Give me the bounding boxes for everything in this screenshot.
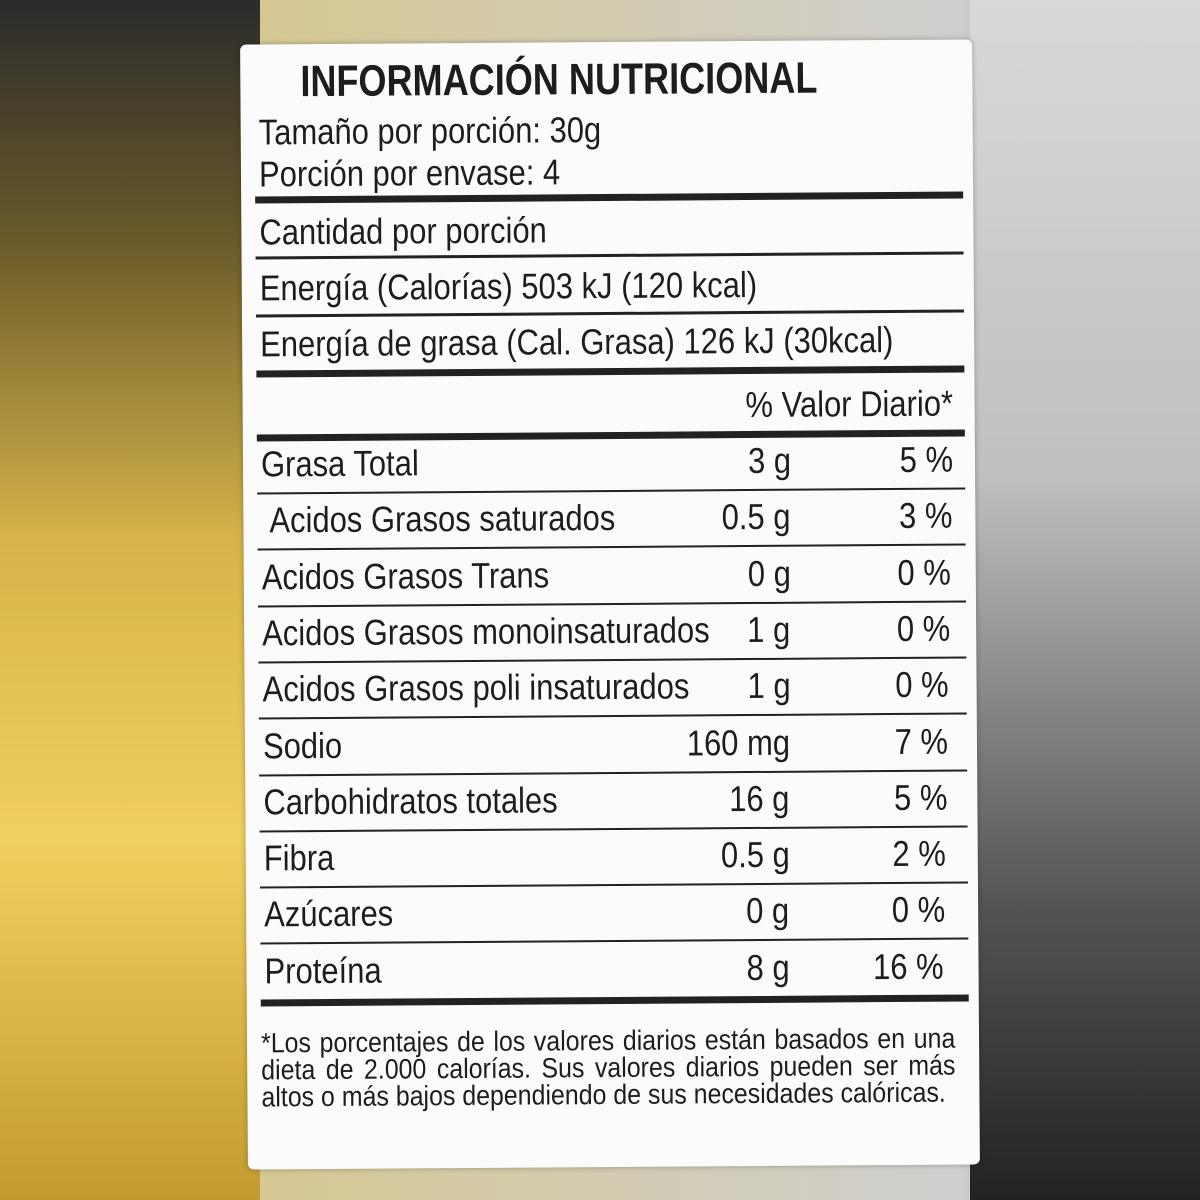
nutrient-daily-value: 0 %: [897, 551, 952, 593]
divider: [259, 881, 968, 889]
serving-size: Tamaño por porción: 30g: [258, 109, 602, 153]
nutrient-name: Proteína: [264, 949, 382, 992]
nutrient-amount: 16 g: [729, 777, 790, 819]
amount-header: Cantidad por porción: [259, 209, 547, 253]
nutrient-name: Acidos Grasos monoinsaturados: [262, 609, 710, 654]
nutrient-name: Sodio: [262, 724, 343, 766]
daily-value-header: % Valor Diario*: [744, 382, 953, 426]
package-background-left: [0, 0, 260, 1200]
nutrient-daily-value: 5 %: [899, 438, 954, 480]
nutrient-daily-value: 3 %: [898, 494, 953, 537]
nutrient-amount: 8 g: [745, 946, 790, 988]
nutrient-row: Sodio 160 mg 7 %: [240, 39, 972, 776]
nutrient-daily-value: 7 %: [894, 720, 949, 762]
divider: [256, 365, 965, 378]
divider: [257, 600, 966, 608]
nutrient-row: Acidos Grasos poli insaturados 1 g 0 %: [240, 39, 972, 720]
divider: [259, 825, 968, 833]
nutrient-amount: 1 g: [746, 664, 791, 707]
nutrient-amount: 0 g: [747, 552, 791, 594]
divider: [255, 309, 964, 318]
energy: Energía (Calorías) 503 kJ (120 kcal): [259, 263, 758, 309]
divider: [257, 487, 966, 495]
nutrient-row: Proteína 8 g 16 %: [240, 39, 972, 991]
nutrient-name: Azúcares: [264, 892, 394, 935]
nutrient-daily-value: 0 %: [891, 889, 946, 931]
divider: [260, 994, 969, 1007]
nutrient-daily-value: 16 %: [873, 945, 945, 987]
nutrient-daily-value: 2 %: [892, 832, 947, 875]
energy-from-fat: Energía de grasa (Cal. Grasa) 126 kJ (30…: [260, 319, 894, 365]
nutrient-daily-value: 0 %: [895, 663, 950, 706]
nutrient-amount: 0.5 g: [721, 496, 791, 538]
nutrient-name: Carbohidratos totales: [263, 779, 558, 823]
nutrient-amount: 160 mg: [686, 721, 791, 763]
nutrient-amount: 3 g: [747, 439, 792, 482]
nutrient-row: Fibra 0.5 g 2 %: [240, 39, 972, 889]
servings-per-container: Porción por envase: 4: [258, 151, 561, 195]
divider: [260, 937, 969, 945]
footnote: *Los porcentajes de los valores diarios …: [260, 1022, 956, 1113]
nutrient-daily-value: 0 %: [896, 607, 951, 649]
nutrient-name: Grasa Total: [260, 442, 419, 485]
divider: [258, 656, 967, 664]
nutrient-name: Acidos Grasos Trans: [261, 554, 550, 598]
divider: [258, 712, 967, 720]
nutrient-row: Azúcares 0 g 0 %: [240, 39, 972, 945]
nutrient-row: Grasa Total 3 g 5 %: [240, 39, 972, 495]
nutrient-name: Fibra: [263, 837, 335, 879]
divider: [259, 769, 968, 776]
nutrient-amount: 0 g: [746, 890, 790, 932]
divider: [257, 543, 966, 551]
nutrient-row: Acidos Grasos monoinsaturados 1 g 0 %: [240, 39, 972, 664]
nutrient-amount: 0.5 g: [720, 833, 790, 876]
nutrient-daily-value: 5 %: [893, 776, 948, 818]
nutrition-label: INFORMACIÓN NUTRICIONAL Tamaño por porci…: [240, 39, 980, 1170]
nutrient-amount: 1 g: [747, 608, 791, 650]
nutrient-name: Acidos Grasos poli insaturados: [262, 665, 690, 710]
divider: [255, 251, 964, 260]
nutrient-row: Acidos Grasos saturados 0.5 g 3 %: [240, 39, 972, 551]
nutrient-name: Acidos Grasos saturados: [269, 497, 616, 541]
nutrient-row: Acidos Grasos Trans 0 g 0 %: [240, 39, 972, 608]
label-title: INFORMACIÓN NUTRICIONAL: [300, 53, 818, 107]
divider: [256, 429, 965, 442]
nutrient-row: Carbohidratos totales 16 g 5 %: [240, 39, 972, 833]
package-background-right: [970, 0, 1200, 1200]
